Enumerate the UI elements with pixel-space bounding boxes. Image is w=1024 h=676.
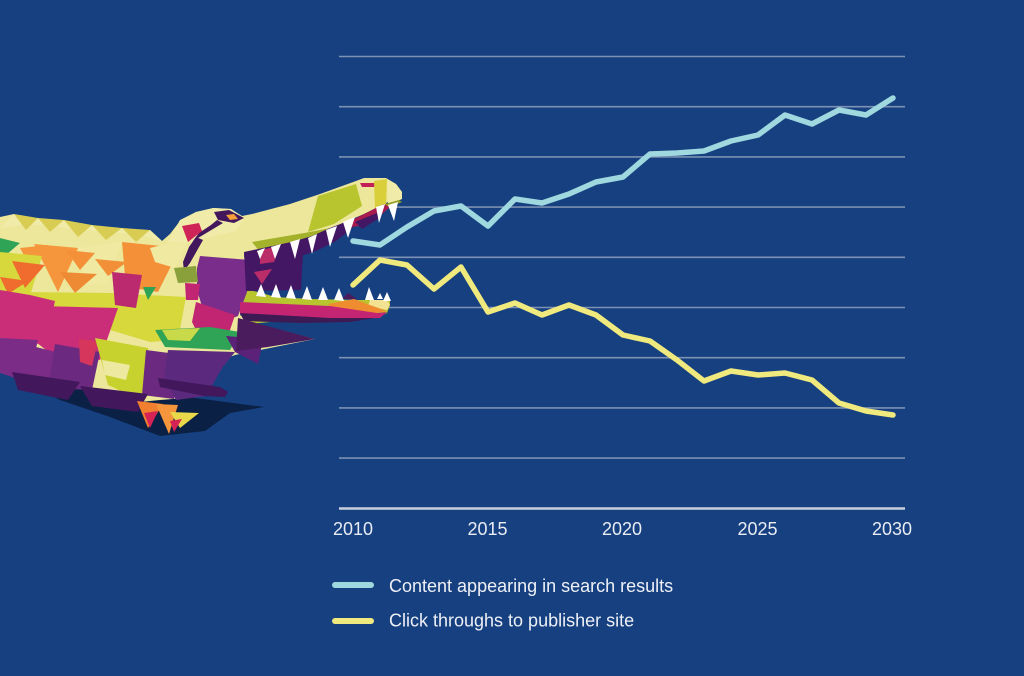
svg-text:2025: 2025	[737, 519, 777, 539]
svg-text:2030: 2030	[872, 519, 912, 539]
svg-text:2010: 2010	[333, 519, 373, 539]
svg-text:2020: 2020	[602, 519, 642, 539]
svg-text:Click throughs to publisher si: Click throughs to publisher site	[389, 611, 634, 631]
svg-text:Content appearing in search re: Content appearing in search results	[389, 576, 673, 596]
svg-text:2015: 2015	[467, 519, 507, 539]
